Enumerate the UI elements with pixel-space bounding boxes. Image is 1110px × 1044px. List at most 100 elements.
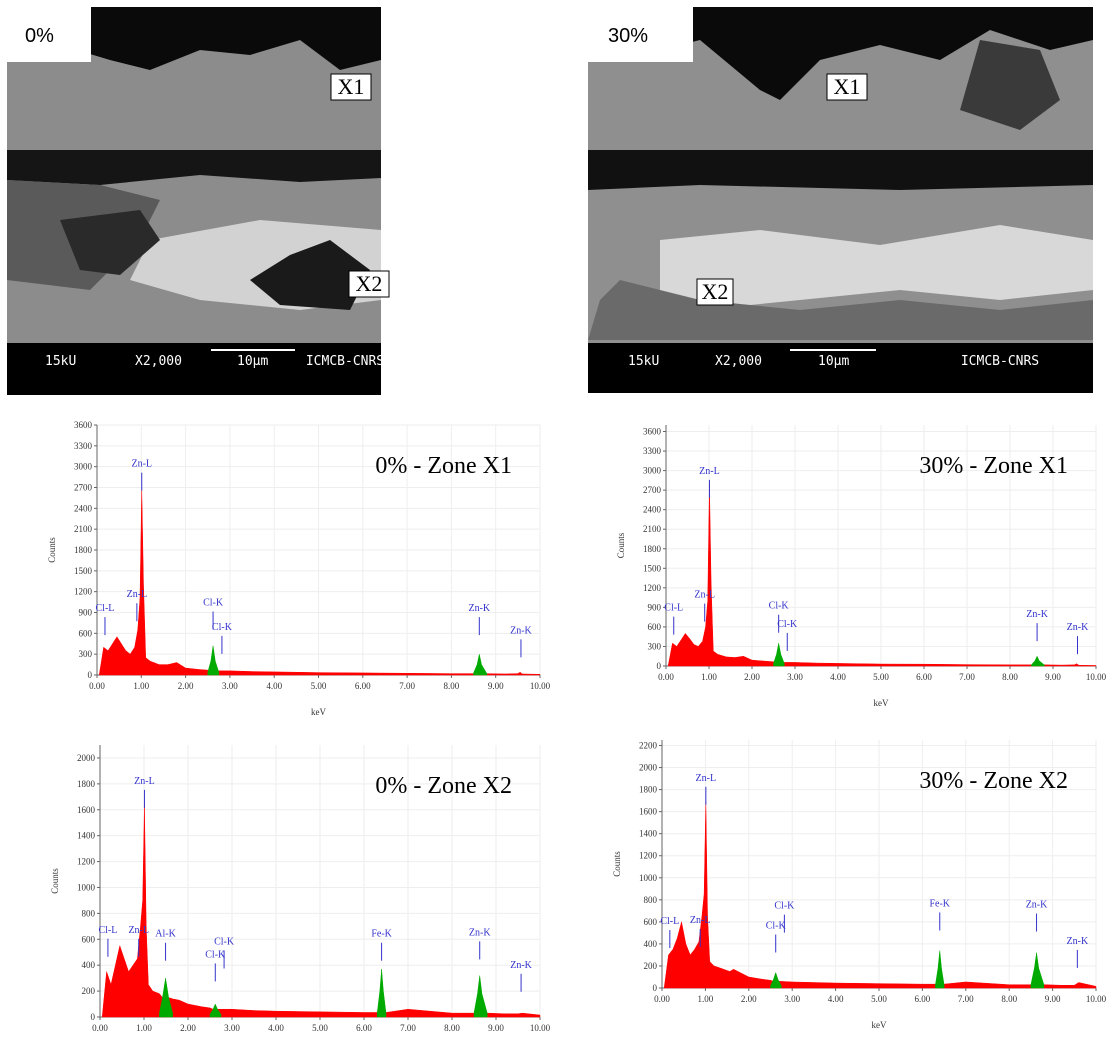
- image-label: 0%: [25, 25, 54, 47]
- y-tick-label: 600: [648, 622, 662, 632]
- spectrum-area: [209, 1003, 222, 1018]
- y-tick-label: 800: [644, 895, 658, 905]
- spectrum-area: [1031, 655, 1045, 667]
- sem-image: [588, 7, 1093, 393]
- y-tick-label: 1500: [74, 566, 93, 576]
- peak-label: Zn-K: [469, 927, 491, 938]
- y-tick-label: 1500: [643, 563, 662, 573]
- scale-text: 15kU: [628, 354, 659, 369]
- x-tick-label: 6.00: [355, 681, 371, 691]
- x-tick-label: 5.00: [871, 994, 887, 1004]
- scale-text: 10μm: [237, 354, 268, 369]
- x-tick-label: 5.00: [311, 681, 327, 691]
- x-tick-label: 9.00: [488, 1023, 504, 1033]
- label-box: [588, 7, 693, 62]
- y-tick-label: 900: [648, 602, 662, 612]
- x-tick-label: 5.00: [873, 672, 889, 682]
- spectrum-area: [473, 654, 488, 676]
- x-tick-label: 2.00: [180, 1023, 196, 1033]
- x-tick-label: 7.00: [400, 1023, 416, 1033]
- y-tick-label: 0: [657, 661, 662, 671]
- x-tick-label: 2.00: [744, 672, 760, 682]
- y-tick-label: 1000: [639, 873, 658, 883]
- x-tick-label: 2.00: [178, 681, 194, 691]
- x-tick-label: 1.00: [133, 681, 149, 691]
- y-tick-label: 1800: [77, 779, 96, 789]
- marker-box: [826, 73, 868, 101]
- y-tick-label: 600: [82, 934, 96, 944]
- spectrum-area: [159, 978, 173, 1018]
- y-tick-label: 200: [82, 986, 96, 996]
- peak-label: Zn-K: [1026, 900, 1048, 911]
- scale-text: X2,000: [715, 354, 762, 369]
- sem-image: [7, 7, 381, 395]
- y-axis-label: Counts: [616, 532, 626, 558]
- y-tick-label: 400: [644, 939, 658, 949]
- y-tick-label: 0: [88, 670, 93, 680]
- x-tick-label: 4.00: [830, 672, 846, 682]
- x-tick-label: 1.00: [136, 1023, 152, 1033]
- peak-label: Fe-K: [929, 898, 950, 909]
- x-tick-label: 10.00: [1086, 672, 1107, 682]
- x-axis-label: keV: [874, 698, 889, 708]
- peak-label: Zn-L: [694, 590, 715, 601]
- x-axis-label: keV: [311, 707, 326, 717]
- peak-label: Cl-K: [205, 949, 226, 960]
- marker: X1: [338, 74, 365, 99]
- spectrum-area: [207, 645, 220, 676]
- y-tick-label: 3600: [74, 420, 93, 430]
- y-tick-label: 2400: [643, 505, 662, 515]
- y-tick-label: 1000: [77, 882, 96, 892]
- peak-label: Zn-L: [696, 773, 717, 784]
- peak-label: Zn-L: [128, 925, 149, 936]
- y-tick-label: 2400: [74, 503, 93, 513]
- y-tick-label: 1400: [77, 831, 96, 841]
- y-tick-label: 3000: [643, 466, 662, 476]
- x-tick-label: 6.00: [916, 672, 932, 682]
- x-tick-label: 3.00: [224, 1023, 240, 1033]
- peak-label: Zn-K: [510, 625, 532, 636]
- chart-title: 0% - Zone X2: [375, 773, 512, 799]
- x-tick-label: 8.00: [444, 1023, 460, 1033]
- y-tick-label: 2000: [639, 763, 658, 773]
- x-tick-label: 8.00: [1002, 672, 1018, 682]
- x-tick-label: 1.00: [698, 994, 714, 1004]
- peak-label: Al-K: [155, 929, 176, 940]
- y-tick-label: 1200: [77, 857, 96, 867]
- peak-label: Cl-L: [96, 603, 115, 614]
- x-tick-label: 3.00: [787, 672, 803, 682]
- y-tick-label: 2700: [74, 483, 93, 493]
- x-axis-label: keV: [872, 1020, 887, 1030]
- y-tick-label: 0: [653, 983, 658, 993]
- peak-label: Zn-K: [1067, 936, 1089, 947]
- spectrum-area: [1030, 952, 1045, 989]
- scale-text: X2,000: [135, 354, 182, 369]
- scale-text: 15kU: [45, 354, 76, 369]
- marker: X2: [356, 271, 383, 296]
- peak-label: Cl-K: [212, 622, 233, 633]
- chart-title: 30% - Zone X1: [919, 453, 1068, 479]
- spectrum-area: [376, 969, 387, 1018]
- spectrum-area: [663, 800, 1097, 989]
- peak-label: Zn-K: [1026, 609, 1048, 620]
- x-tick-label: 4.00: [266, 681, 282, 691]
- y-tick-label: 600: [79, 628, 93, 638]
- x-tick-label: 3.00: [784, 994, 800, 1004]
- x-tick-label: 6.00: [356, 1023, 372, 1033]
- scale-text: ICMCB-CNRS: [961, 354, 1039, 369]
- y-axis-label: Counts: [612, 851, 622, 877]
- x-tick-label: 10.00: [530, 681, 551, 691]
- peak-label: Zn-L: [699, 466, 720, 477]
- y-tick-label: 1800: [639, 785, 658, 795]
- x-tick-label: 8.00: [1001, 994, 1017, 1004]
- peak-label: Cl-K: [766, 920, 787, 931]
- marker: X2: [702, 279, 729, 304]
- y-tick-label: 3300: [643, 446, 662, 456]
- marker-box: [696, 278, 734, 306]
- y-tick-label: 300: [79, 649, 93, 659]
- scale-text: 10μm: [818, 354, 849, 369]
- y-tick-label: 1600: [77, 805, 96, 815]
- y-tick-label: 2200: [639, 741, 658, 751]
- label-box: [7, 7, 91, 62]
- peak-label: Zn-L: [131, 459, 152, 470]
